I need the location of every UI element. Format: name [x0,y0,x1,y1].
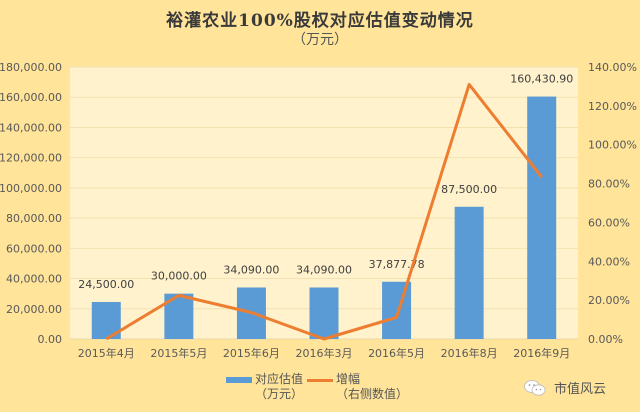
bar-swatch-icon [226,377,252,383]
data-label: 34,090.00 [296,263,352,276]
legend-item-growth: 增幅 （右侧数值） [307,372,408,402]
bar [527,96,557,340]
x-axis-tick: 2015年5月 [150,346,207,360]
left-axis-tick: 100,000.00 [0,182,62,195]
bar [309,287,339,339]
right-axis-tick: 140.00% [588,61,637,74]
left-axis-tick: 40,000.00 [6,273,62,286]
x-axis-tick: 2016年5月 [368,346,425,360]
left-axis-tick: 80,000.00 [6,212,62,225]
x-axis-tick: 2016年9月 [513,346,570,360]
data-label: 30,000.00 [151,270,207,283]
wechat-icon [524,379,546,396]
left-axis-tick: 20,000.00 [6,303,62,316]
data-label: 34,090.00 [223,263,279,276]
legend-label: 对应估值 [255,372,304,386]
right-axis-tick: 60.00% [588,216,630,229]
left-axis-tick: 60,000.00 [6,242,62,255]
watermark: 市值风云 [524,378,606,397]
right-axis-tick: 120.00% [588,100,637,113]
right-axis-tick: 40.00% [588,255,630,268]
chart-title: 裕灌农业100%股权对应估值变动情况 [166,11,474,31]
bar [382,281,412,339]
x-axis-tick: 2015年4月 [78,346,135,360]
line-swatch-icon [307,379,334,382]
right-axis-tick: 20.00% [588,294,630,307]
growth-line [105,82,543,341]
chart-subtitle: （万元） [292,32,348,48]
legend-label-unit: （万元） [255,387,304,401]
data-label: 87,500.00 [441,183,497,196]
right-axis-tick: 0.00% [588,333,623,346]
data-label: 160,430.90 [510,73,573,86]
right-axis-tick: 80.00% [588,178,630,191]
x-axis-tick: 2016年3月 [296,346,353,360]
left-axis-tick: 0.00 [38,333,63,346]
x-axis-tick: 2016年8月 [441,346,498,360]
data-label: 37,877.78 [369,258,425,271]
right-axis-tick: 100.00% [588,139,637,152]
legend-label: 增幅 [336,372,361,386]
left-axis-tick: 180,000.00 [0,61,62,74]
bar [454,206,484,339]
watermark-text: 市值风云 [554,382,607,397]
x-axis-tick: 2015年6月 [223,346,280,360]
data-label: 24,500.00 [78,278,134,291]
left-axis-tick: 160,000.00 [0,91,62,104]
left-axis-tick: 120,000.00 [0,152,62,165]
legend-item-valuation: 对应估值 （万元） [226,372,303,402]
left-axis-tick: 140,000.00 [0,121,62,134]
legend-label-unit: （右侧数值） [336,387,409,401]
legend: 对应估值 （万元） 增幅 （右侧数值） [226,372,412,402]
